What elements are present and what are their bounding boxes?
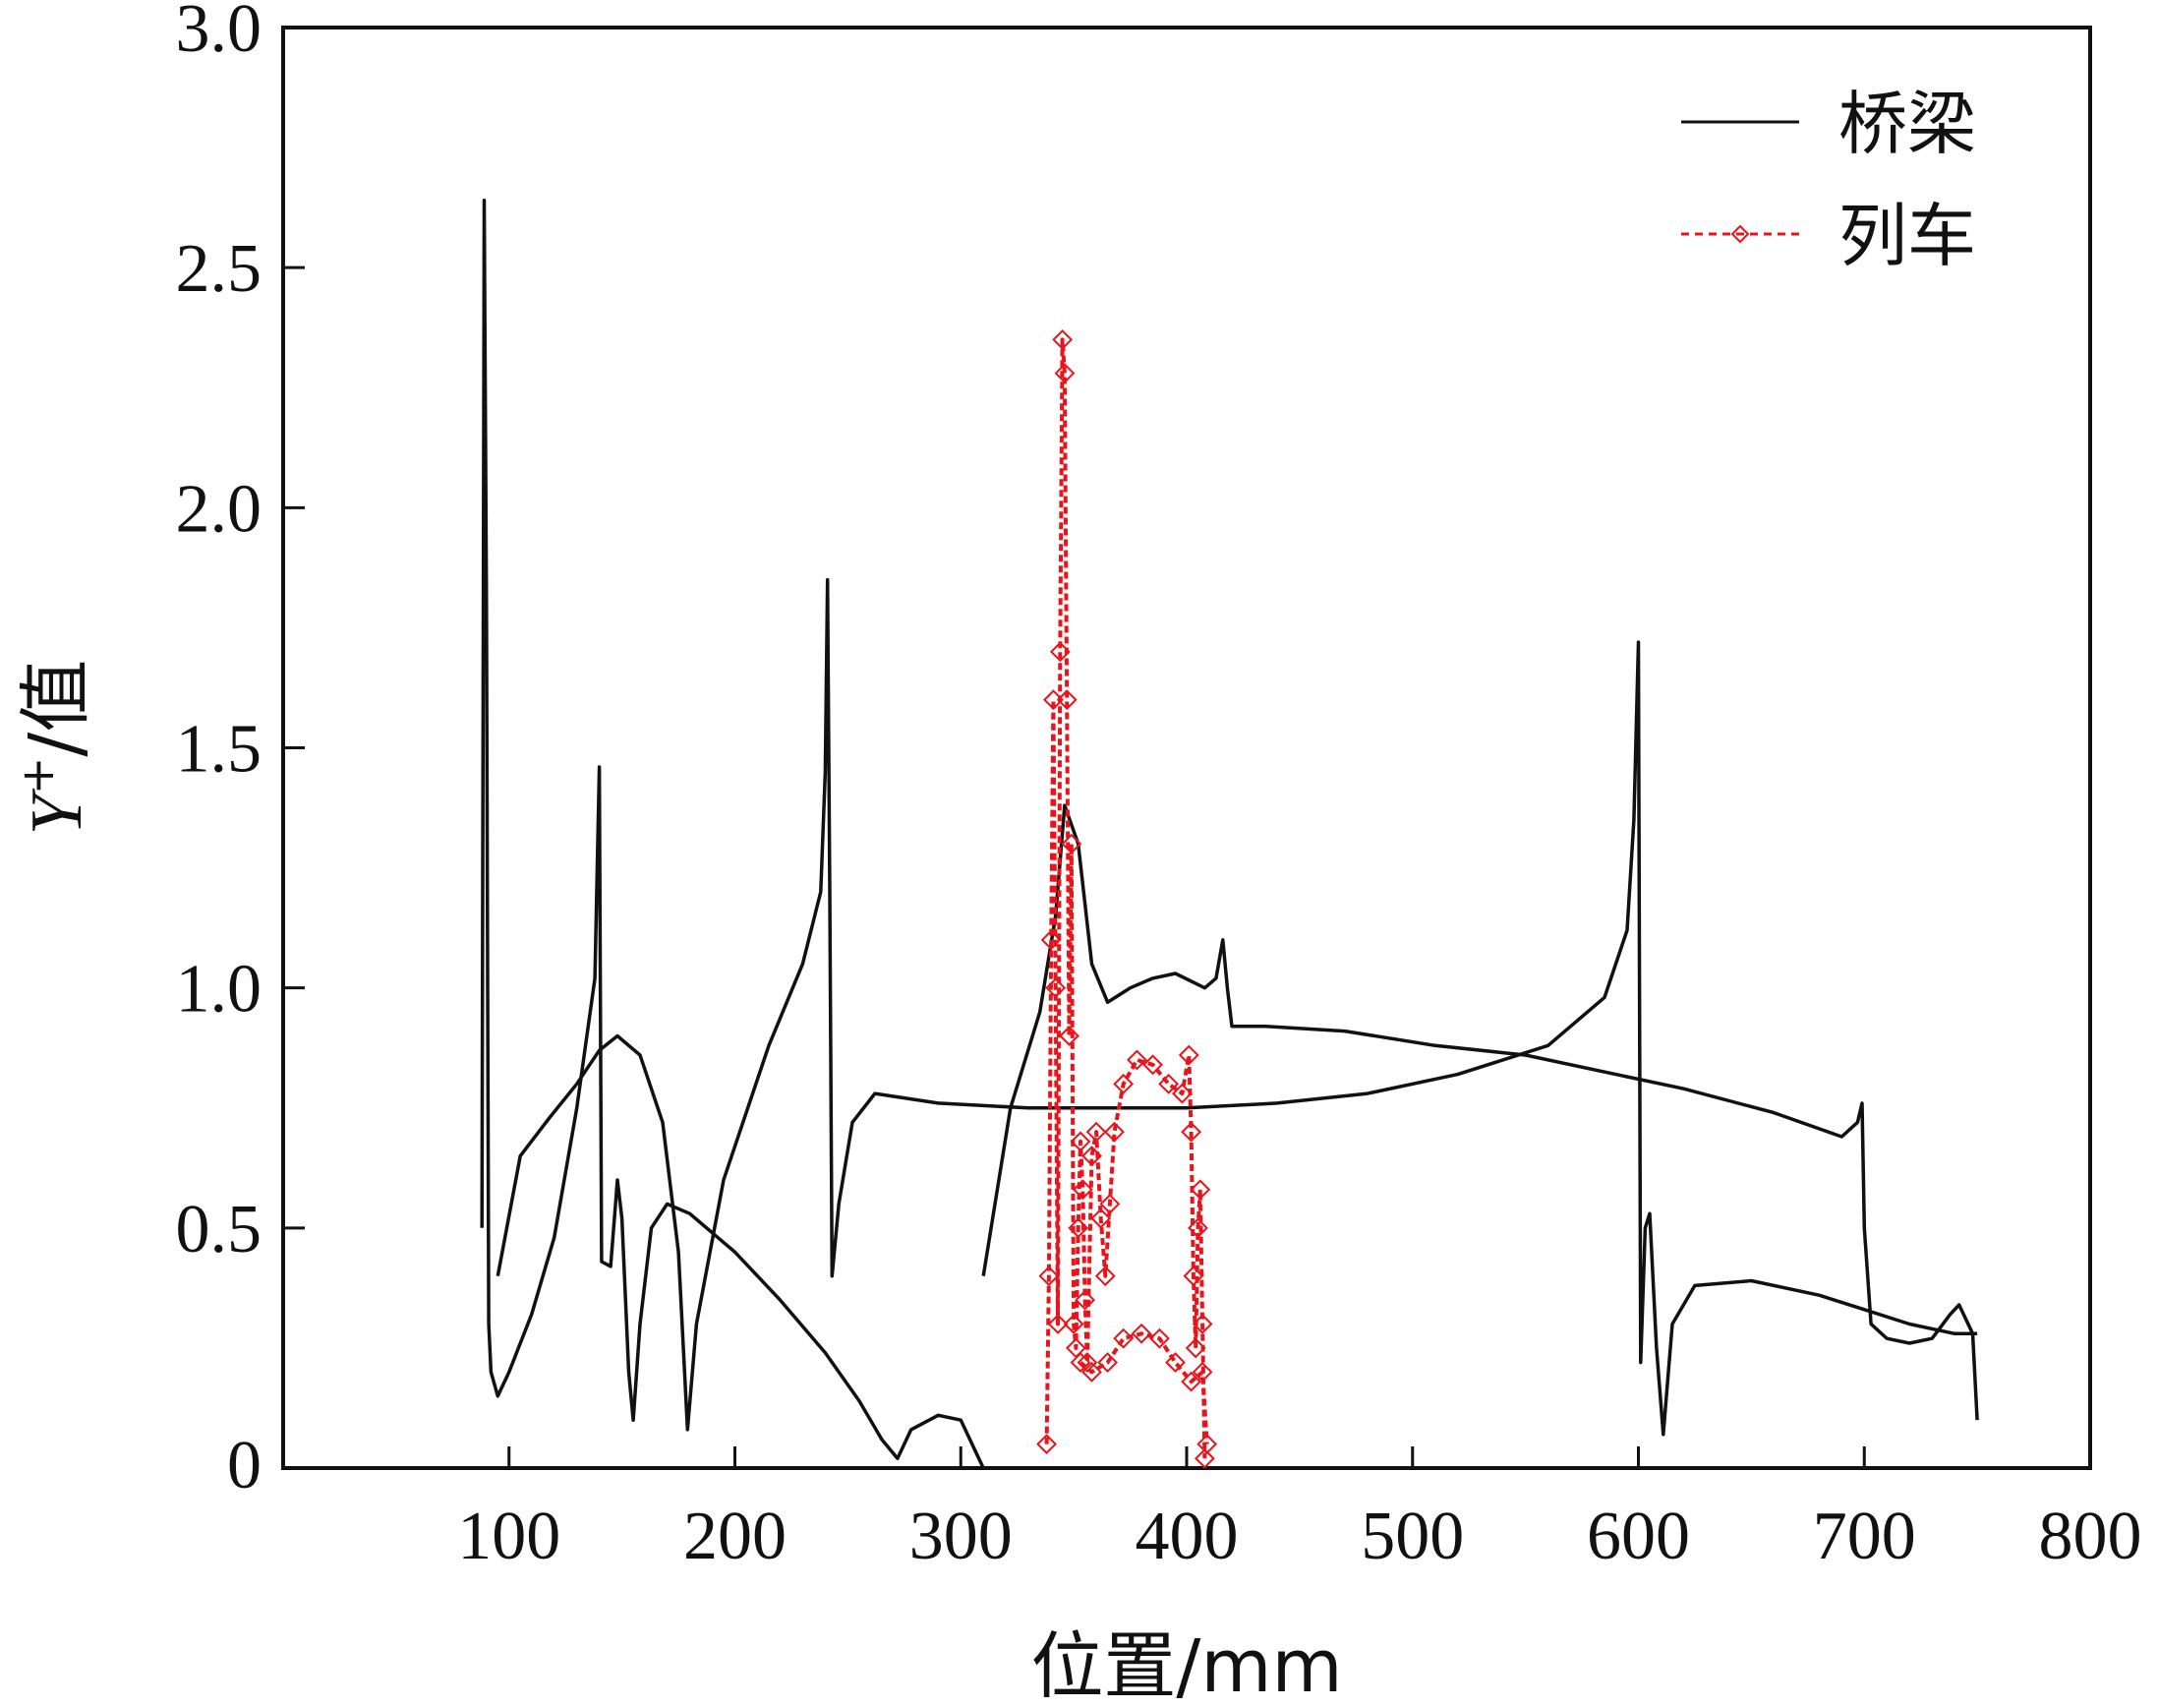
train-data-marker: [1063, 1314, 1084, 1334]
plot-markers: [1036, 329, 1218, 1469]
train-data-marker: [1188, 1217, 1208, 1239]
bridge-series-line: [496, 577, 1978, 1437]
train-data-marker: [1097, 1352, 1119, 1373]
train-data-marker: [1077, 1352, 1098, 1373]
train-data-marker: [1052, 329, 1074, 350]
train-data-marker: [1081, 1146, 1102, 1166]
train-data-marker: [1171, 1083, 1193, 1104]
train-data-marker: [1068, 1217, 1089, 1239]
y-axis-title-main: Y: [17, 788, 97, 835]
train-data-marker: [1070, 1352, 1091, 1373]
y-axis-title-superscript: +: [11, 757, 64, 795]
x-tick-label: 700: [1813, 1499, 1916, 1574]
y-tick-label: 1.0: [176, 952, 262, 1028]
legend: 桥梁 列车: [1681, 84, 1976, 276]
x-tick-label: 600: [1587, 1499, 1690, 1574]
legend-marker-train: [1730, 224, 1750, 244]
train-data-marker: [1181, 1121, 1202, 1143]
train-data-marker: [1049, 641, 1071, 663]
y-tick-label: 0.5: [176, 1192, 262, 1267]
y-tick-label: 3.0: [176, 0, 262, 67]
train-data-marker: [1113, 1327, 1135, 1349]
x-axis-title: 位置/mm: [1030, 1624, 1342, 1708]
bridge-series-line: [981, 803, 1979, 1421]
x-tick-label: 300: [909, 1499, 1013, 1574]
train-data-marker: [1099, 1194, 1121, 1214]
train-data-marker: [1061, 833, 1082, 854]
train-data-marker: [1127, 1049, 1147, 1071]
train-data-marker: [1059, 1026, 1079, 1046]
y-tick-label: 0: [227, 1428, 262, 1503]
y-axis-title-suffix: /值: [14, 660, 98, 757]
legend-label-bridge: 桥梁: [1838, 84, 1976, 164]
train-data-marker: [1040, 929, 1062, 951]
train-data-marker: [1181, 1371, 1202, 1392]
axis-tick-labels: 100 200 300 400 500 600 700 800 0 0.5 1.0 1.5 2.0 2.5…: [176, 0, 2142, 1574]
train-data-marker: [1165, 1352, 1186, 1373]
train-data-marker: [1036, 1434, 1057, 1454]
plot-frame: [281, 26, 2092, 1470]
train-data-marker: [1104, 1121, 1125, 1143]
train-data-marker: [1072, 1179, 1093, 1201]
train-series-line: [1079, 1331, 1209, 1444]
train-data-marker: [1056, 689, 1078, 711]
train-data-marker: [1054, 363, 1076, 384]
axis-ticks: [283, 265, 2092, 1468]
y-tick-label: 1.5: [176, 712, 262, 788]
train-data-marker: [1094, 1266, 1116, 1287]
legend-label-train: 列车: [1838, 196, 1976, 276]
train-data-marker: [1070, 1131, 1091, 1152]
x-tick-label: 200: [683, 1499, 787, 1574]
train-data-marker: [1090, 1207, 1112, 1229]
train-data-marker: [1196, 1434, 1218, 1454]
train-data-marker: [1149, 1327, 1170, 1349]
train-data-marker: [1038, 1266, 1060, 1287]
train-data-marker: [1081, 1361, 1102, 1383]
x-tick-label: 800: [2039, 1499, 2142, 1574]
train-data-marker: [1192, 1361, 1213, 1383]
train-data-marker: [1178, 1044, 1199, 1066]
train-data-marker: [1075, 1289, 1096, 1311]
x-tick-label: 500: [1361, 1499, 1464, 1574]
train-series-line: [1044, 337, 1207, 1459]
train-data-marker: [1185, 1337, 1206, 1359]
bridge-series-line: [480, 199, 985, 1469]
y-tick-label: 2.5: [176, 231, 262, 307]
train-data-marker: [1085, 1121, 1107, 1143]
train-data-marker: [1043, 689, 1064, 711]
train-data-marker: [1190, 1179, 1211, 1201]
x-tick-label: 100: [457, 1499, 560, 1574]
train-data-marker: [1142, 1054, 1163, 1076]
train-data-marker: [1192, 1314, 1213, 1334]
train-data-marker: [1183, 1266, 1204, 1287]
y-tick-label: 2.0: [176, 471, 262, 547]
y-axis-title: Y+/值: [11, 660, 98, 836]
train-data-marker: [1045, 977, 1067, 999]
plot-lines: [480, 199, 1979, 1469]
train-data-marker: [1131, 1323, 1152, 1344]
train-data-marker: [1113, 1073, 1135, 1094]
x-tick-label: 400: [1136, 1499, 1239, 1574]
train-data-marker: [1158, 1073, 1180, 1094]
train-data-marker: [1194, 1447, 1215, 1469]
train-data-marker: [1047, 1314, 1069, 1334]
